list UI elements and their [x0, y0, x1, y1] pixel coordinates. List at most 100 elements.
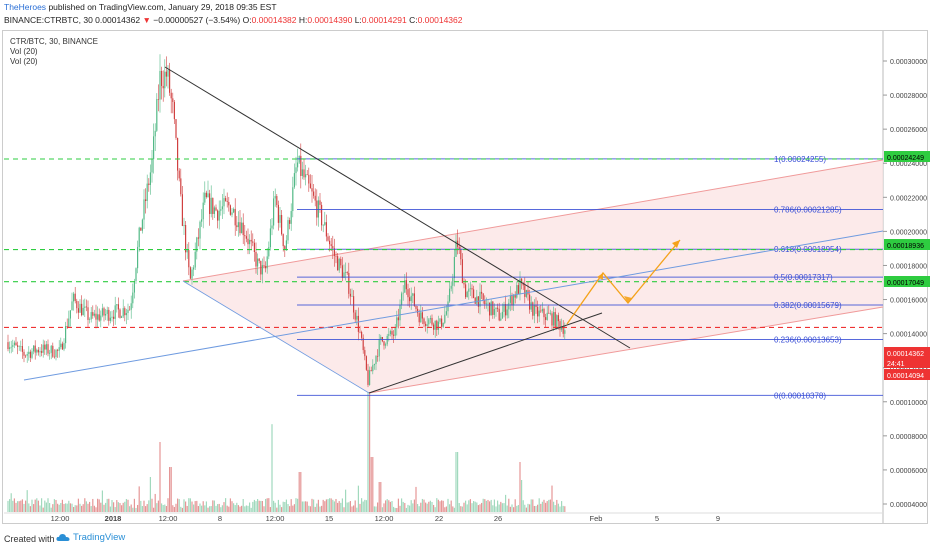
candle-body	[253, 242, 255, 253]
projection-arrow-head	[597, 273, 603, 280]
volume-bar	[554, 505, 556, 512]
candle-body	[266, 256, 268, 269]
volume-bar	[289, 506, 291, 512]
candle-body	[444, 314, 446, 323]
price-tag	[884, 239, 930, 250]
time-tick-label: 12:00	[159, 514, 178, 523]
volume-bar	[471, 503, 473, 512]
channel-base-line	[182, 280, 370, 394]
volume-bar	[535, 505, 537, 512]
candle-body	[521, 278, 523, 284]
legend-vol-1[interactable]: Vol (20)	[10, 47, 38, 56]
volume-bar	[124, 501, 126, 512]
volume-bar	[381, 507, 383, 512]
volume-bar	[442, 500, 444, 512]
time-tick-label: 12:00	[51, 514, 70, 523]
volume-bar	[186, 505, 188, 512]
volume-bar	[109, 506, 111, 512]
volume-bar	[281, 507, 283, 512]
volume-bar	[361, 498, 363, 512]
volume-bar	[509, 506, 511, 512]
projection-path	[566, 239, 681, 325]
candle-body	[538, 310, 540, 317]
volume-bar	[201, 505, 203, 512]
candle-body	[73, 293, 75, 302]
candle-body	[132, 292, 134, 304]
volume-bar	[559, 506, 561, 512]
candle-body	[508, 302, 510, 310]
candle-body	[63, 343, 65, 350]
candle-body	[471, 288, 473, 290]
candle-body	[181, 194, 183, 226]
candle-body	[522, 283, 524, 286]
candle-body	[141, 219, 143, 231]
candle-body	[247, 238, 249, 245]
candle-body	[476, 296, 478, 304]
candle-body	[313, 191, 315, 196]
candle-body	[145, 199, 147, 201]
volume-bar	[314, 506, 316, 512]
candle-body	[431, 317, 433, 325]
candle-body	[562, 327, 564, 334]
volume-bar	[415, 486, 417, 512]
candle-body	[516, 285, 518, 298]
candle-body	[303, 169, 305, 178]
volume-bar	[167, 498, 169, 512]
candle-body	[306, 174, 308, 175]
candle-body	[137, 246, 139, 269]
volume-bar	[412, 503, 414, 512]
volume-bar	[31, 499, 33, 512]
volume-bar	[89, 501, 91, 512]
volume-bar	[77, 498, 79, 512]
volume-bar	[226, 505, 228, 512]
candle-body	[548, 312, 550, 314]
volume-bar	[169, 467, 171, 512]
volume-bar	[405, 507, 407, 512]
candle-body	[113, 316, 115, 319]
candle-body	[554, 312, 556, 328]
fib-level-label: 0.236(0.00013653)	[774, 336, 842, 345]
volume-bar	[151, 498, 153, 512]
volume-bar	[489, 501, 491, 512]
volume-bar	[157, 500, 159, 512]
candle-body	[346, 272, 348, 273]
volume-bar	[482, 498, 484, 512]
candle-body	[36, 349, 38, 353]
volume-bar	[329, 498, 331, 512]
price-tag	[884, 357, 930, 368]
volume-bar	[15, 502, 17, 512]
price-tag-label: 0.00014362	[887, 351, 924, 358]
volume-bar	[372, 457, 374, 512]
volume-bar	[396, 507, 398, 512]
author-link[interactable]: TheHeroes	[4, 2, 47, 12]
volume-bar	[244, 506, 246, 512]
volume-bar	[273, 500, 275, 512]
volume-bar	[161, 503, 163, 512]
volume-bar	[394, 507, 396, 512]
volume-bar	[444, 507, 446, 512]
last-price: 0.00014362	[95, 15, 141, 25]
candle-body	[465, 284, 467, 298]
candle-body	[405, 280, 407, 290]
candle-body	[285, 240, 287, 250]
volume-bar	[277, 499, 279, 512]
footer: Created with TradingView	[0, 526, 932, 550]
candle-body	[545, 317, 547, 320]
volume-bar	[239, 506, 241, 512]
volume-bar	[493, 499, 495, 512]
legend-vol-2[interactable]: Vol (20)	[10, 57, 38, 66]
volume-bar	[385, 500, 387, 512]
volume-bar	[260, 500, 262, 512]
volume-bar	[341, 498, 343, 512]
candle-body	[197, 237, 199, 239]
volume-bar	[13, 498, 15, 512]
candle-body	[559, 321, 561, 330]
volume-bar	[453, 507, 455, 512]
volume-bar	[319, 506, 321, 512]
candle-body	[324, 222, 326, 225]
candle-body	[386, 335, 388, 345]
tradingview-logo[interactable]: TradingView	[56, 532, 125, 543]
candle-body	[15, 342, 17, 346]
candle-body	[74, 293, 76, 301]
